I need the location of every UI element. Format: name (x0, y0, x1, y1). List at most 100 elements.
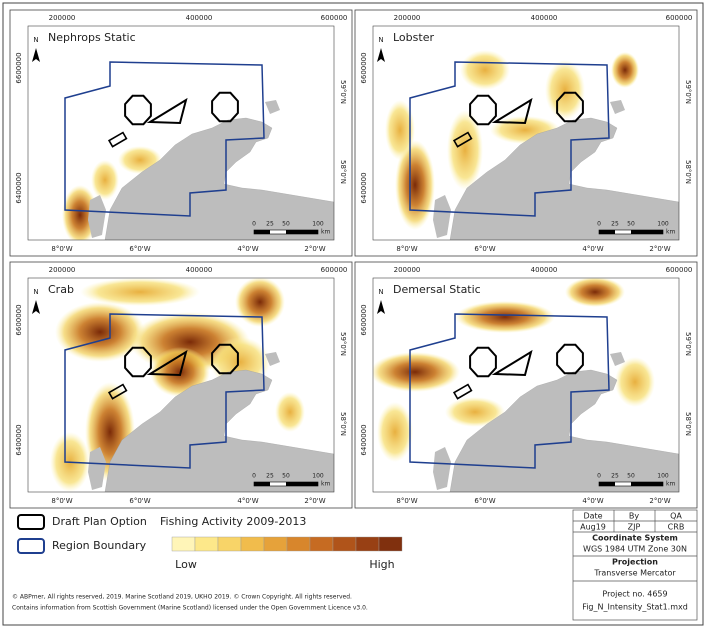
draft-plan-option (452, 131, 473, 148)
map-area (28, 278, 334, 492)
north-label: N (33, 288, 38, 296)
longitude-label: 2°0'W (649, 497, 670, 505)
island (265, 100, 280, 114)
panel-title: Crab (48, 283, 74, 296)
island (433, 447, 451, 490)
ramp-cell (332, 536, 357, 552)
easting-label: 400000 (186, 266, 213, 274)
longitude-label: 6°0'W (129, 245, 150, 253)
heat-area (275, 392, 305, 432)
heat-area (385, 100, 415, 160)
latitude-label: 58°0'N (684, 160, 692, 184)
heat-area (545, 60, 585, 120)
panel-title: Demersal Static (393, 283, 481, 296)
easting-label: 600000 (321, 266, 348, 274)
easting-label: 400000 (531, 14, 558, 22)
ramp-cell (309, 536, 334, 552)
scale-unit: km (321, 229, 330, 236)
draft-plan-swatch (17, 514, 45, 530)
island (610, 352, 625, 366)
legend-low: Low (175, 558, 197, 571)
heat-area (615, 357, 655, 407)
longitude-label: 6°0'W (474, 497, 495, 505)
credit: Contains information from Scottish Gover… (12, 605, 368, 612)
table-cell: ZJP (628, 523, 641, 532)
scale-bar (631, 230, 663, 234)
scale-bar (631, 482, 663, 486)
longitude-label: 4°0'W (237, 497, 258, 505)
panels: N Nephrops Static 200000 400000 600000 660000… (9, 9, 698, 509)
land (449, 369, 679, 492)
scale-label: 25 (611, 221, 619, 228)
draft-plan-option (556, 91, 584, 123)
draft-plan-option (107, 131, 128, 148)
ramp-cell (355, 536, 380, 552)
latitude-label: 59°0'N (684, 80, 692, 104)
scale-label: 100 (312, 473, 324, 480)
easting-label: 200000 (49, 14, 76, 22)
longitude-label: 6°0'W (474, 245, 495, 253)
easting-label: 400000 (186, 14, 213, 22)
latitude-label: 59°0'N (339, 80, 347, 104)
scale-label: 50 (627, 221, 635, 228)
north-arrow (377, 48, 385, 62)
land (104, 117, 334, 240)
region-swatch (17, 538, 45, 554)
north-arrow (377, 300, 385, 314)
scale-label: 25 (266, 221, 274, 228)
draft-plan-option (107, 383, 128, 400)
longitude-label: 8°0'W (51, 245, 72, 253)
draft-plan-option (124, 94, 152, 126)
northing-label: 6600000 (15, 52, 23, 83)
map-panel: N Demersal Static 200000 400000 600000 660000… (354, 261, 698, 509)
scale-bar (286, 230, 318, 234)
northing-label: 6400000 (360, 424, 368, 455)
longitude-label: 8°0'W (396, 497, 417, 505)
latitude-label: 59°0'N (339, 332, 347, 356)
latitude-label: 58°0'N (339, 412, 347, 436)
ramp-cell (286, 536, 311, 552)
draft-plan-option (469, 94, 497, 126)
draft-plan-option (491, 97, 533, 125)
table-header: QA (670, 512, 682, 521)
table-cell: CRB (668, 523, 685, 532)
region-boundary (64, 313, 265, 469)
north-arrow (32, 48, 40, 62)
legend-title: Fishing Activity 2009-2013 (160, 515, 306, 528)
heat-area (445, 397, 505, 427)
heat-area (91, 160, 119, 200)
northing-label: 6600000 (360, 304, 368, 335)
table-value: Fig_N_Intensity_Stat1.mxd (582, 603, 688, 612)
heat-area (80, 278, 200, 306)
region-boundary (64, 61, 265, 217)
map-panel: N Nephrops Static 200000 400000 600000 660000… (9, 9, 353, 257)
easting-label: 200000 (49, 266, 76, 274)
legend-label: Region Boundary (52, 539, 147, 552)
draft-plan-option (211, 91, 239, 123)
heat-area (565, 278, 625, 307)
table-value: Transverse Mercator (593, 569, 676, 578)
island (88, 195, 106, 238)
island (88, 447, 106, 490)
longitude-label: 2°0'W (304, 497, 325, 505)
table-header: By (629, 512, 639, 521)
longitude-label: 4°0'W (582, 497, 603, 505)
easting-label: 200000 (394, 266, 421, 274)
table-value: WGS 1984 UTM Zone 30N (583, 545, 687, 554)
map-border (372, 25, 680, 241)
northing-label: 6400000 (15, 172, 23, 203)
draft-plan-option (556, 343, 584, 375)
draft-plan-option (146, 349, 188, 377)
heat-area (455, 301, 555, 333)
scale-label: 0 (252, 221, 256, 228)
scale-label: 0 (597, 473, 601, 480)
easting-label: 600000 (666, 266, 693, 274)
latitude-label: 58°0'N (684, 412, 692, 436)
scale-label: 50 (627, 473, 635, 480)
draft-plan-option (452, 383, 473, 400)
easting-label: 400000 (531, 266, 558, 274)
northing-label: 6600000 (360, 52, 368, 83)
table-header: Date (583, 512, 602, 521)
map-border (372, 277, 680, 493)
